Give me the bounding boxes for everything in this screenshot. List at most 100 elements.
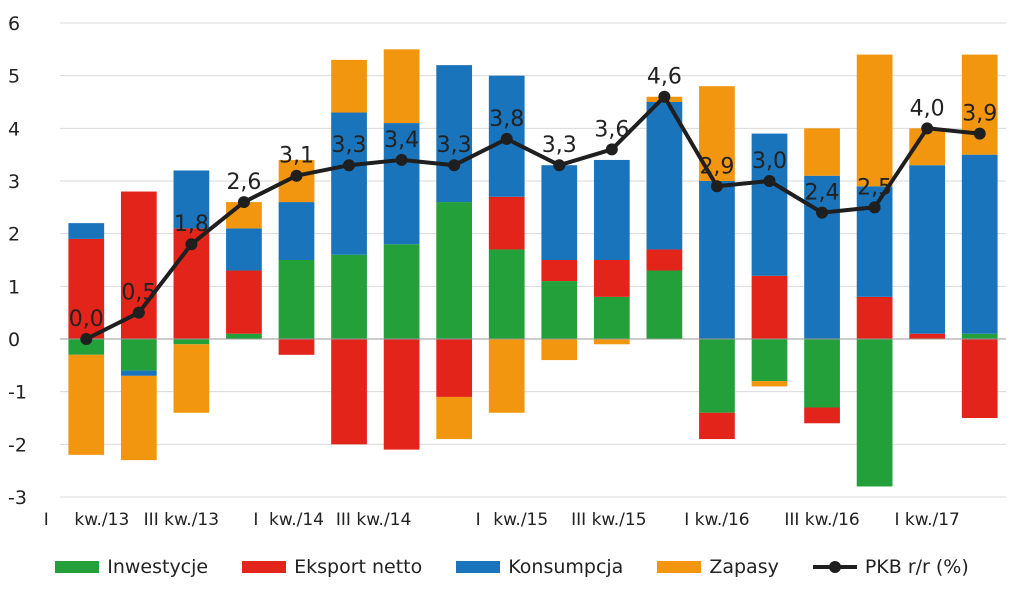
y-tick-label: -1 xyxy=(8,382,27,404)
pkb-point xyxy=(868,201,881,214)
bar-zapasy xyxy=(751,381,788,387)
legend-swatch-eksport-netto xyxy=(242,561,287,573)
bar-konsumpcja xyxy=(751,133,788,276)
pkb-data-label: 4,6 xyxy=(647,65,682,90)
bar-zapasy xyxy=(120,375,157,461)
x-tick-label: III kw./15 xyxy=(571,510,646,530)
pkb-data-label: 0,5 xyxy=(121,281,156,306)
x-tick-label: I xyxy=(44,510,49,530)
bar-konsumpcja xyxy=(120,370,157,376)
pkb-point xyxy=(921,122,934,135)
bar-eksport-netto xyxy=(961,339,998,418)
pkb-data-label: 2,6 xyxy=(226,170,261,195)
bar-zapasy xyxy=(68,354,105,455)
legend-item-pkb: PKB r/r (%) xyxy=(812,556,969,578)
bar-eksport-netto xyxy=(488,196,525,250)
pkb-data-label: 3,1 xyxy=(279,144,314,169)
bar-konsumpcja xyxy=(699,181,735,339)
pkb-point xyxy=(448,159,461,172)
pkb-point xyxy=(185,238,198,251)
pkb-line xyxy=(85,94,980,341)
pkb-point xyxy=(763,175,776,187)
x-tick-label: I xyxy=(253,510,258,530)
pkb-point xyxy=(237,196,250,209)
bar-konsumpcja xyxy=(804,175,840,339)
y-tick-label: 3 xyxy=(8,171,20,193)
x-tick-label: III kw./14 xyxy=(336,510,411,530)
bar-konsumpcja xyxy=(68,223,105,239)
legend-swatch-zapasy xyxy=(657,561,702,573)
pkb-data-label: 3,6 xyxy=(594,117,629,142)
bar-zapasy xyxy=(856,54,893,187)
x-tick-label: kw./15 xyxy=(493,510,548,530)
y-tick-label: 1 xyxy=(8,276,20,298)
legend-item-konsumpcja: Konsumpcja xyxy=(456,556,623,578)
legend-label-pkb: PKB r/r (%) xyxy=(864,556,969,578)
bar-inwestycje xyxy=(68,339,105,355)
bar-konsumpcja xyxy=(646,102,683,250)
pkb-point xyxy=(973,127,986,140)
legend-swatch-pkb-line xyxy=(812,561,857,573)
bar-zapasy xyxy=(541,339,578,361)
bar-konsumpcja xyxy=(278,202,315,260)
bar-zapasy xyxy=(331,59,367,113)
bar-konsumpcja xyxy=(909,165,946,334)
pkb-data-label: 2,5 xyxy=(857,175,892,200)
y-tick-label: 4 xyxy=(8,118,20,140)
bar-zapasy xyxy=(593,339,630,345)
bar-eksport-netto xyxy=(593,260,630,297)
y-tick-label: 5 xyxy=(8,66,20,88)
x-tick-label: kw./14 xyxy=(269,510,324,530)
bar-eksport-netto xyxy=(383,339,420,450)
bar-eksport-netto xyxy=(541,260,578,282)
chart-legend: Inwestycje Eksport netto Konsumpcja Zapa… xyxy=(0,552,1024,582)
pkb-data-label: 2,9 xyxy=(699,154,734,179)
bar-inwestycje xyxy=(593,296,630,339)
pkb-point xyxy=(500,132,513,145)
bar-konsumpcja xyxy=(226,228,262,271)
y-tick-label: 6 xyxy=(8,13,20,35)
bar-inwestycje xyxy=(436,202,473,339)
pkb-point xyxy=(132,306,145,319)
bar-zapasy xyxy=(488,339,525,413)
pkb-data-label: 1,8 xyxy=(174,212,209,237)
pkb-point xyxy=(605,143,618,156)
legend-swatch-konsumpcja xyxy=(456,561,501,573)
pkb-data-label: 3,4 xyxy=(384,128,419,153)
pkb-data-label: 3,3 xyxy=(332,133,367,158)
pkb-data-label: 3,8 xyxy=(489,107,524,132)
pkb-point xyxy=(343,159,356,172)
legend-label-konsumpcja: Konsumpcja xyxy=(508,556,624,578)
bar-inwestycje xyxy=(804,339,840,408)
bar-eksport-netto xyxy=(68,238,105,339)
x-tick-label: I kw./16 xyxy=(684,510,749,530)
pkb-point xyxy=(710,180,723,193)
legend-item-zapasy: Zapasy xyxy=(657,556,779,578)
bar-eksport-netto xyxy=(804,407,840,424)
bar-eksport-netto xyxy=(909,333,946,339)
pkb-data-label: 3,0 xyxy=(752,149,787,174)
pkb-point xyxy=(290,169,303,182)
pkb-point xyxy=(816,206,829,219)
bar-eksport-netto xyxy=(856,296,893,339)
bar-inwestycje xyxy=(699,339,735,413)
bar-inwestycje xyxy=(856,339,893,487)
y-tick-label: -2 xyxy=(8,434,27,456)
bar-eksport-netto xyxy=(436,339,473,397)
bar-zapasy xyxy=(173,344,210,413)
pkb-point xyxy=(553,159,566,172)
bar-eksport-netto xyxy=(699,412,735,440)
bar-konsumpcja xyxy=(383,123,420,245)
bar-zapasy xyxy=(436,396,473,440)
bar-eksport-netto xyxy=(646,249,683,271)
x-tick-label: kw./13 xyxy=(74,510,129,530)
bar-inwestycje xyxy=(961,333,998,339)
bar-inwestycje xyxy=(751,339,788,382)
pkb-point xyxy=(80,333,93,345)
legend-label-inwestycje: Inwestycje xyxy=(107,556,209,578)
pkb-data-label: 0,0 xyxy=(69,307,104,332)
bar-inwestycje xyxy=(278,260,315,339)
x-tick-label: I xyxy=(476,510,481,530)
